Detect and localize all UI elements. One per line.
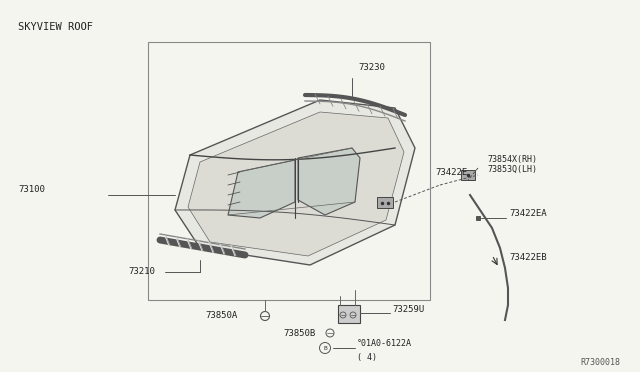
Text: 73259U: 73259U: [392, 305, 424, 314]
Text: ( 4): ( 4): [357, 353, 377, 362]
Bar: [461, 170, 475, 180]
Text: °01A0-6122A: °01A0-6122A: [357, 340, 412, 349]
Text: 73854X(RH): 73854X(RH): [487, 155, 537, 164]
Bar: [377, 197, 393, 208]
Text: 73422EA: 73422EA: [509, 209, 547, 218]
Text: 73850A: 73850A: [205, 311, 237, 321]
Polygon shape: [175, 100, 415, 265]
Polygon shape: [228, 160, 295, 218]
Text: 73422EB: 73422EB: [509, 253, 547, 263]
Text: B: B: [323, 346, 327, 350]
Text: 73422E: 73422E: [435, 168, 467, 177]
Text: 73853Q(LH): 73853Q(LH): [487, 165, 537, 174]
Text: R7300018: R7300018: [580, 358, 620, 367]
Text: 73230: 73230: [358, 64, 385, 73]
Text: SKYVIEW ROOF: SKYVIEW ROOF: [18, 22, 93, 32]
Text: 73100: 73100: [18, 186, 45, 195]
Polygon shape: [298, 148, 360, 215]
Text: 73210: 73210: [128, 267, 155, 276]
Bar: [148, 42, 430, 300]
Bar: [338, 305, 360, 323]
Polygon shape: [188, 112, 404, 256]
Text: 73850B: 73850B: [283, 328, 316, 337]
